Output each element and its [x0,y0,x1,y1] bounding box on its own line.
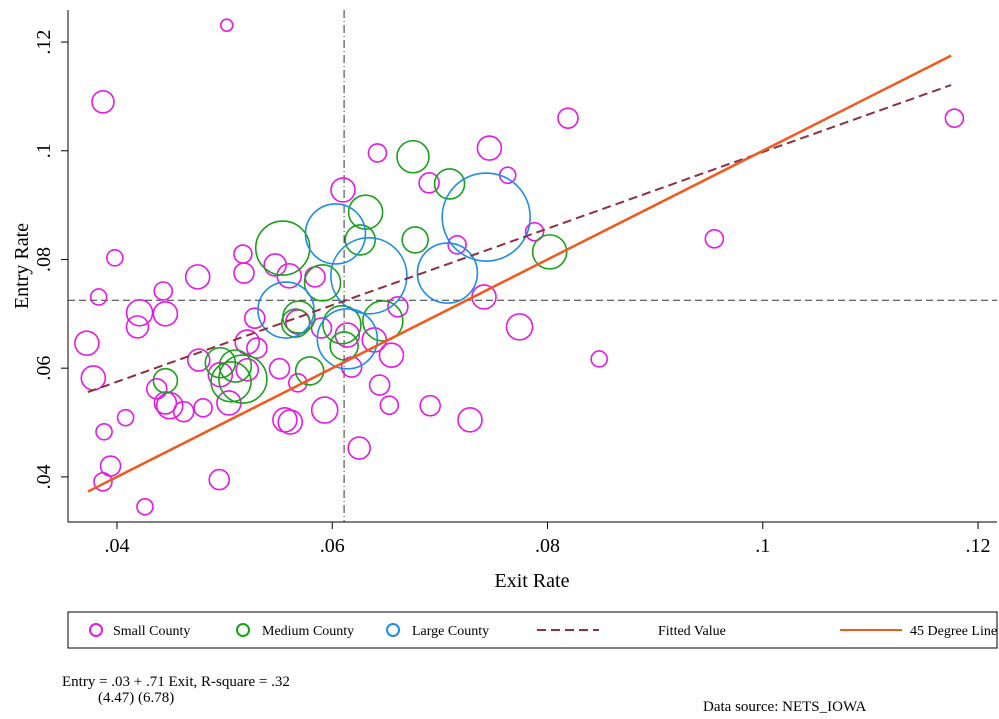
bubble [243,307,266,329]
y-tick-label: .06 [33,356,55,381]
bubble [387,295,409,318]
bubble [272,407,298,433]
bubble [379,395,400,415]
bubble [347,194,384,230]
bubble [125,298,154,327]
bubble [288,373,308,393]
bubble [368,374,391,396]
bubble [322,304,362,345]
bubble [524,221,545,242]
regression-stats: (4.47) (6.78) [98,690,174,706]
bubble [233,244,253,264]
legend-marker [236,623,250,637]
x-axis-label: Exit Rate [495,570,570,592]
x-tick-label: .04 [104,535,129,557]
bubble [396,139,430,174]
regression-note: Entry = .03 + .71 Exit, R-square = .32 [62,674,290,690]
bubble [74,330,100,356]
bubble [218,354,268,404]
bubble [367,143,388,163]
bubble [590,350,608,368]
bubble [441,172,531,262]
bubble [276,262,302,289]
legend-label: Small County [113,624,190,639]
bubble [401,226,429,254]
bubble [125,315,150,339]
data-source: Data source: NETS_IOWA [703,699,866,715]
bubble [254,220,311,276]
bubble [145,378,168,400]
legend-label: Medium County [262,624,354,639]
y-axis-label: Entry Rate [11,223,33,309]
bubble [268,357,291,380]
bubble [505,313,534,341]
legend-label: Fitted Value [658,624,726,639]
bubble [457,407,483,433]
x-tick-label: .08 [535,535,560,557]
bubble [310,396,339,424]
bubble [433,168,466,200]
bubble [116,408,135,427]
bubble [152,301,179,327]
legend-marker [386,623,400,637]
bubble [93,471,113,492]
series-line [87,84,952,394]
bubble [447,235,467,255]
bubble [257,281,315,339]
bubble [155,391,184,420]
bubble [944,108,965,128]
x-tick-label: .12 [966,535,991,557]
bubble [378,342,405,368]
bubble [219,18,234,33]
bubble [95,422,113,441]
bubble [329,331,359,361]
y-tick-label: .12 [33,30,55,55]
bubble [186,348,211,372]
bubble [418,172,440,194]
x-tick-label: .1 [755,535,770,557]
bubble [704,229,725,249]
bubble [208,468,231,491]
legend-box [67,611,998,649]
bubble [235,358,260,382]
bubble [416,242,479,304]
y-tick-label: .04 [33,464,55,489]
bubble [304,203,367,265]
bubble [476,135,503,161]
bubble [347,436,371,460]
bubble [277,409,304,435]
bubble [246,337,268,359]
bubble [153,281,174,301]
bubble [136,497,154,516]
bubble [344,224,377,256]
bubble [419,394,441,417]
bubble [362,300,404,342]
bubble [89,288,108,306]
y-tick-label: .08 [33,247,55,272]
bubble [172,400,195,423]
bubble [303,264,342,302]
series-line [87,54,952,493]
bubble [210,360,252,403]
legend-marker [89,623,103,637]
bubble [91,90,115,114]
legend-label: 45 Degree Line [910,624,997,639]
bubble [531,234,568,270]
bubble [193,398,213,418]
y-tick-label: .1 [33,143,55,158]
bubble [233,262,255,284]
bubble [106,249,124,267]
bubble [330,177,356,203]
bubble [152,367,179,394]
bubble [330,236,408,315]
x-tick-label: .06 [320,535,345,557]
bubble [316,308,379,370]
bubble [304,266,326,288]
legend-label: Large County [412,624,489,639]
bubble [184,264,211,290]
bubble [557,107,579,129]
bubble [294,356,325,386]
